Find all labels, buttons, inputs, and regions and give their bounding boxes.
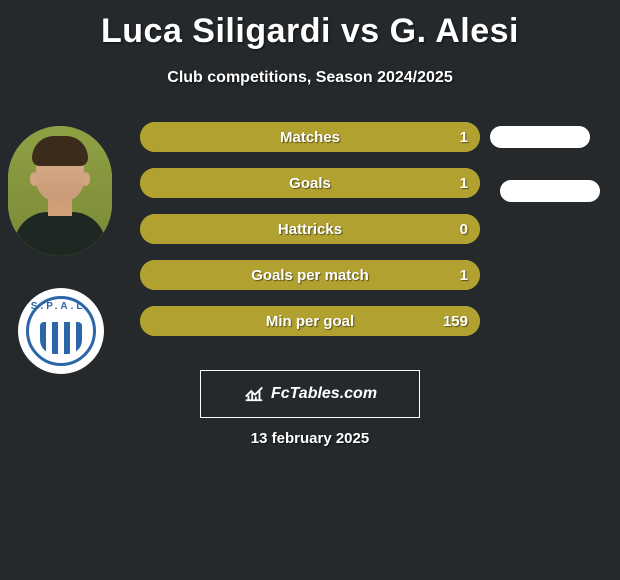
bar-goals: Goals 1 [140,168,480,198]
bar-label: Matches [140,122,480,152]
bar-label: Goals [140,168,480,198]
bar-value: 1 [460,122,468,152]
stat-bars: Matches 1 Goals 1 Hattricks 0 Goals per … [140,122,480,352]
subtitle: Club competitions, Season 2024/2025 [0,69,620,87]
bar-value: 1 [460,260,468,290]
watermark-text: FcTables.com [271,385,377,403]
bar-label: Min per goal [140,306,480,336]
right-pill-1 [490,126,590,148]
page-title: Luca Siligardi vs G. Alesi [0,0,620,51]
right-pill-2 [500,180,600,202]
bar-hattricks: Hattricks 0 [140,214,480,244]
bar-value: 1 [460,168,468,198]
date-text: 13 february 2025 [0,430,620,447]
chart-icon [243,381,265,408]
player-avatar [8,126,112,256]
bar-value: 159 [443,306,468,336]
bar-min-per-goal: Min per goal 159 [140,306,480,336]
bar-label: Goals per match [140,260,480,290]
bar-label: Hattricks [140,214,480,244]
bar-goals-per-match: Goals per match 1 [140,260,480,290]
club-badge: S.P.A.L. [18,288,104,374]
bar-matches: Matches 1 [140,122,480,152]
club-badge-text: S.P.A.L. [18,301,104,312]
bar-value: 0 [460,214,468,244]
watermark: FcTables.com [200,370,420,418]
